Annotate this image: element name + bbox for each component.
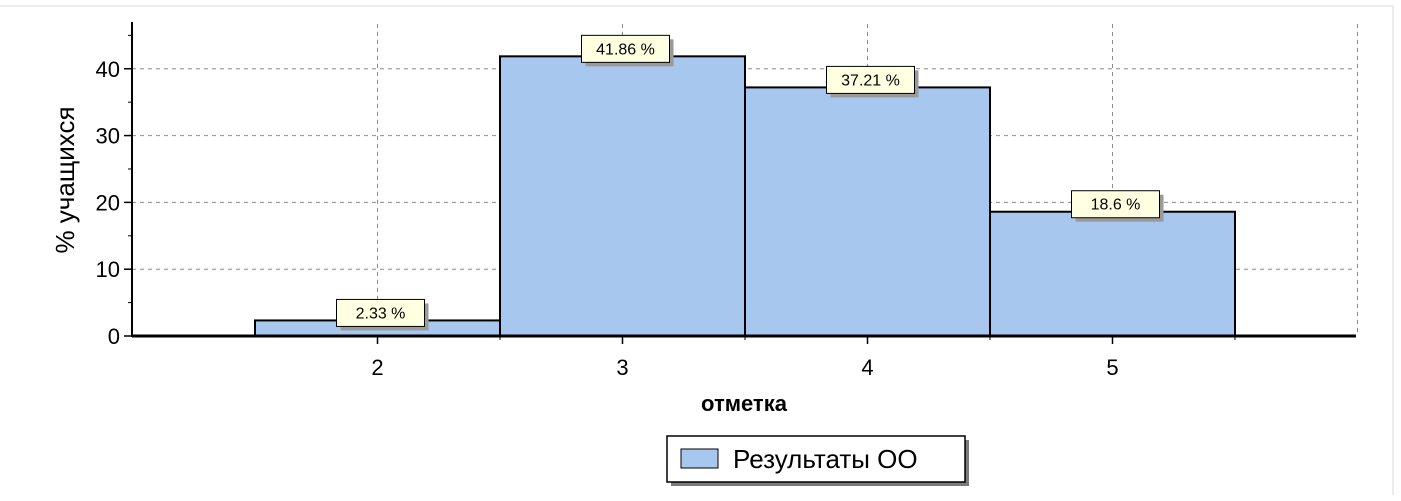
- bars: [254, 55, 1236, 338]
- axes: [131, 22, 1356, 338]
- x-axis-title: отметка: [701, 391, 788, 416]
- data-label: 2.33 %: [356, 305, 406, 322]
- x-tick-label: 3: [616, 355, 628, 380]
- bar: [744, 86, 991, 337]
- x-tick-label: 2: [371, 355, 383, 380]
- data-labels: 2.33 % 41.86 % 37.21 % 18.6 %: [336, 34, 1164, 331]
- data-label-box: [826, 65, 915, 94]
- bar: [989, 210, 1236, 338]
- legend: Результаты ОО: [666, 435, 969, 486]
- legend-swatch: [680, 448, 719, 469]
- y-tick-label: 0: [108, 324, 120, 349]
- x-ticks: 2 3 4 5: [371, 336, 1236, 380]
- y-tick-label: 30: [96, 124, 120, 149]
- y-tick-label: 40: [96, 57, 120, 82]
- legend-label: Результаты ОО: [733, 444, 918, 474]
- bar: [499, 55, 746, 338]
- x-tick-label: 4: [861, 355, 873, 380]
- data-label: 37.21 %: [841, 72, 900, 89]
- data-label: 18.6 %: [1091, 197, 1141, 214]
- y-ticks: 0 10 20 30 40: [96, 34, 132, 349]
- y-tick-label: 20: [96, 190, 120, 215]
- y-axis-title: % учащихся: [50, 106, 80, 253]
- x-tick-label: 5: [1106, 355, 1118, 380]
- data-label-box: [581, 34, 670, 63]
- data-label: 41.86 %: [596, 41, 655, 58]
- data-label-box: [336, 298, 425, 327]
- data-label-box: [1071, 190, 1160, 219]
- y-tick-label: 10: [96, 257, 120, 282]
